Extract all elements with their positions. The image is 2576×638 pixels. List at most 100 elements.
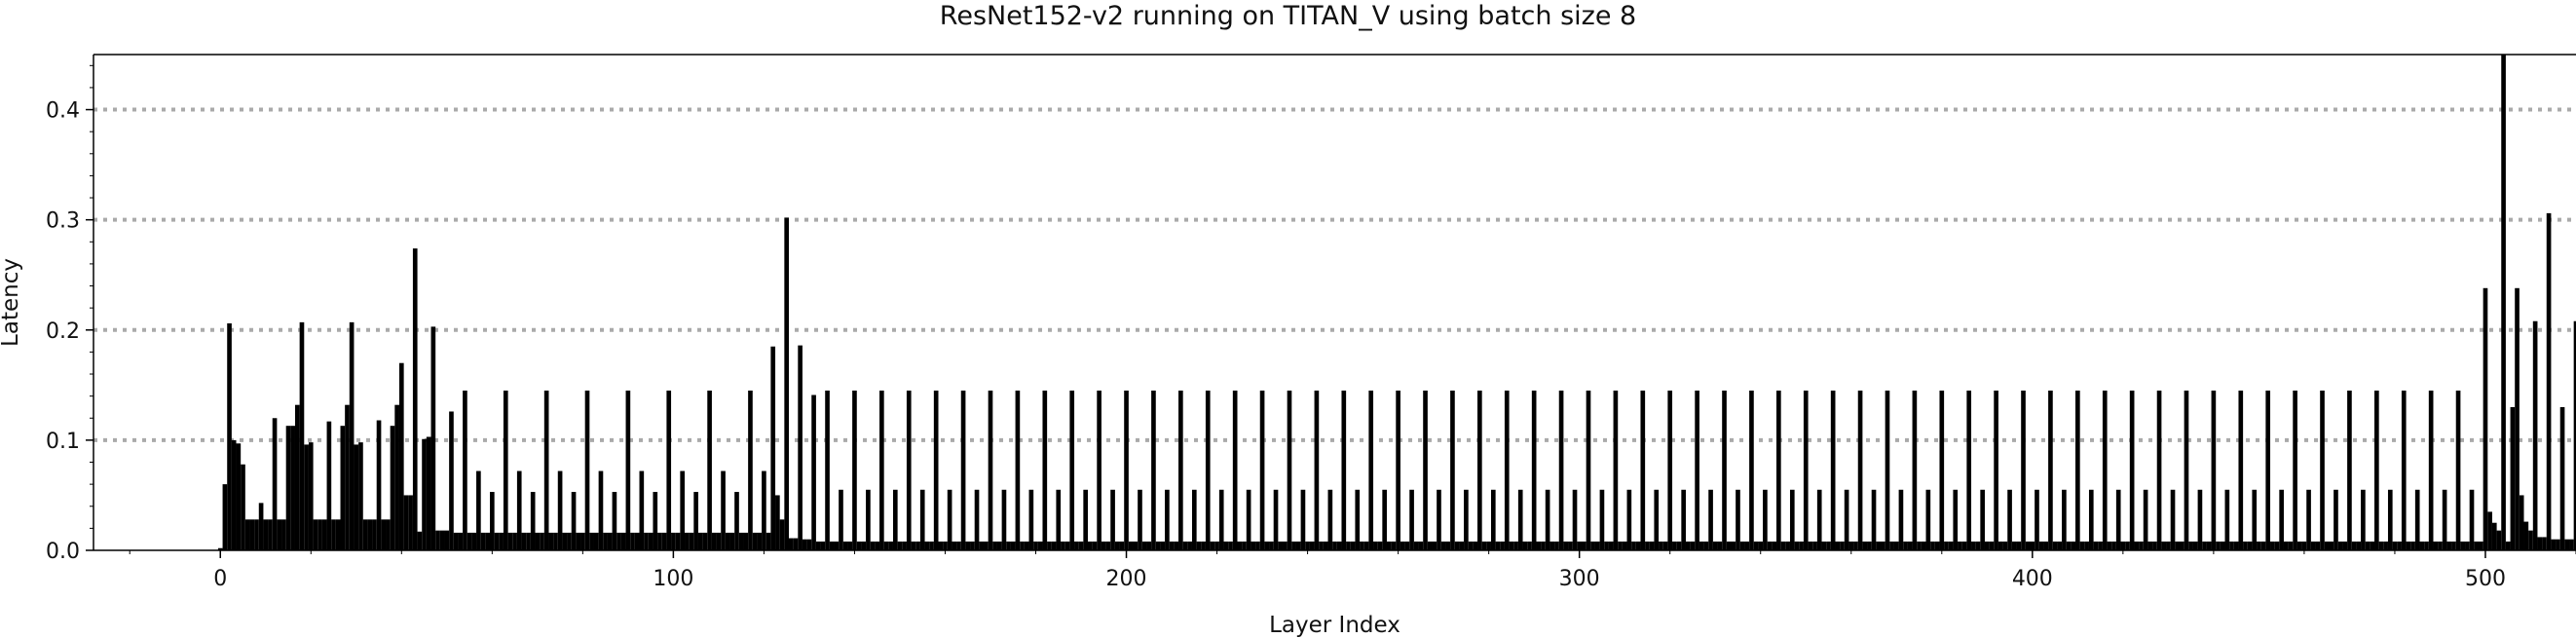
bar xyxy=(376,420,382,550)
bar xyxy=(2161,541,2167,550)
bar xyxy=(1826,541,1831,550)
bar xyxy=(1558,390,1564,550)
bar xyxy=(335,519,341,550)
bar xyxy=(2120,541,2126,550)
bar xyxy=(697,532,703,550)
bar xyxy=(1141,541,1147,550)
bar xyxy=(1481,541,1487,550)
bar xyxy=(2315,541,2321,550)
bar xyxy=(1912,390,1918,550)
bar xyxy=(1816,489,1822,550)
bar xyxy=(2551,539,2557,550)
bar xyxy=(294,404,300,550)
bar xyxy=(2365,541,2371,550)
bar xyxy=(1744,541,1750,550)
bar xyxy=(1626,489,1632,550)
bar xyxy=(1545,489,1550,550)
bar xyxy=(2247,541,2253,550)
x-axis-label: Layer Index xyxy=(1269,613,1400,638)
bar xyxy=(2220,541,2225,550)
bar xyxy=(765,532,771,550)
bar xyxy=(304,444,309,550)
bar xyxy=(1917,541,1922,550)
bar xyxy=(2107,541,2112,550)
bar xyxy=(593,532,599,550)
bar xyxy=(2351,541,2357,550)
bar xyxy=(1360,541,1364,550)
bar xyxy=(2257,541,2261,550)
bar xyxy=(2139,541,2144,550)
bar xyxy=(1840,541,1845,550)
bar xyxy=(1382,489,1387,550)
bar xyxy=(1604,541,1609,550)
bar xyxy=(1695,390,1699,550)
bar xyxy=(2546,212,2552,550)
bar xyxy=(503,390,508,550)
x-tick-label: 100 xyxy=(653,567,693,591)
bar xyxy=(1726,541,1732,550)
bar xyxy=(516,470,522,550)
bar xyxy=(2419,541,2425,550)
bar xyxy=(1763,489,1768,550)
bar xyxy=(1568,541,1573,550)
bar xyxy=(1413,541,1419,550)
bar xyxy=(2071,541,2076,550)
bar xyxy=(1867,541,1872,550)
bar xyxy=(2487,511,2492,550)
bar xyxy=(1228,541,1233,550)
bar xyxy=(2016,541,2022,550)
bar xyxy=(1608,541,1614,550)
bar xyxy=(2170,489,2176,550)
bar xyxy=(1500,541,1505,550)
bar xyxy=(883,541,889,550)
bar xyxy=(2515,287,2520,550)
bar xyxy=(603,532,608,550)
bar xyxy=(1554,541,1559,550)
bar xyxy=(1232,390,1238,550)
bar xyxy=(1590,541,1595,550)
bar xyxy=(2410,541,2415,550)
bar xyxy=(1097,390,1101,550)
bar xyxy=(1889,541,1894,550)
bar xyxy=(2252,489,2258,550)
bar xyxy=(372,519,377,550)
bar xyxy=(752,532,758,550)
bar xyxy=(1069,390,1075,550)
bar xyxy=(526,532,531,550)
bar xyxy=(1881,541,1885,550)
bar xyxy=(1958,541,1962,550)
bar xyxy=(2052,541,2058,550)
bar xyxy=(2519,495,2524,550)
bar xyxy=(258,503,264,550)
bar xyxy=(911,541,916,550)
bar xyxy=(467,532,472,550)
bar xyxy=(1659,541,1663,550)
bar xyxy=(2021,390,2026,550)
bar xyxy=(2011,541,2017,550)
bar xyxy=(1577,541,1583,550)
bar xyxy=(2483,287,2488,550)
bar xyxy=(919,489,925,550)
bar xyxy=(1174,541,1179,550)
bar xyxy=(2569,539,2574,550)
bar xyxy=(2179,541,2184,550)
bar xyxy=(2528,530,2533,550)
bar xyxy=(1844,489,1849,550)
bar xyxy=(2542,537,2547,550)
bar xyxy=(775,495,780,550)
bar xyxy=(2075,390,2080,550)
bar xyxy=(798,345,803,550)
bar xyxy=(1269,541,1274,550)
bar xyxy=(1368,390,1374,550)
bar xyxy=(1541,541,1546,550)
bar xyxy=(1753,541,1759,550)
bar xyxy=(2084,541,2089,550)
chart-title: ResNet152-v2 running on TITAN_V using ba… xyxy=(939,1,1637,31)
bar xyxy=(321,519,327,550)
bar xyxy=(1731,541,1736,550)
bar xyxy=(906,390,912,550)
bar xyxy=(1513,541,1518,550)
bar xyxy=(345,404,350,550)
bar xyxy=(702,532,708,550)
bar xyxy=(1676,541,1682,550)
